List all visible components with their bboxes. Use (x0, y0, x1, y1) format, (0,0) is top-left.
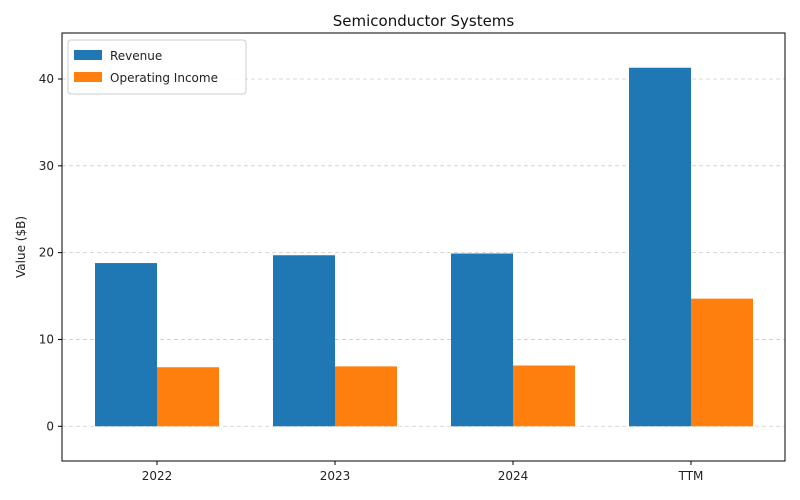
y-ticks: 0 10 20 30 40 (39, 72, 62, 433)
y-tick-label: 0 (46, 419, 54, 433)
legend: Revenue Operating Income (67, 39, 247, 95)
x-tick-label: 2022 (142, 469, 173, 483)
bar-revenue (629, 67, 691, 427)
bar-operating-income (157, 367, 219, 427)
bar-revenue (95, 263, 157, 427)
y-axis-label: Value ($B) (14, 216, 28, 278)
bar-operating-income (335, 366, 397, 427)
bar-operating-income (691, 298, 753, 427)
legend-swatch (74, 50, 102, 60)
legend-items: Revenue Operating Income (74, 49, 218, 85)
legend-swatch (74, 72, 102, 82)
bars-layer (95, 67, 753, 427)
y-tick-label: 40 (39, 72, 54, 86)
legend-label: Revenue (110, 49, 162, 63)
bar-operating-income (513, 365, 575, 427)
plot-frame (61, 32, 786, 462)
y-tick-label: 20 (39, 246, 54, 260)
legend-label: Operating Income (110, 71, 218, 85)
x-tick-label: 2023 (320, 469, 351, 483)
bar-revenue (451, 253, 513, 427)
legend-box (67, 39, 247, 95)
y-tick-label: 10 (39, 332, 54, 346)
x-tick-label: TTM (678, 469, 704, 483)
bar-revenue (273, 255, 335, 427)
x-ticks: 2022 2023 2024 TTM (142, 461, 704, 483)
y-tick-label: 30 (39, 159, 54, 173)
x-tick-label: 2024 (498, 469, 529, 483)
chart-title: Semiconductor Systems (333, 12, 515, 30)
